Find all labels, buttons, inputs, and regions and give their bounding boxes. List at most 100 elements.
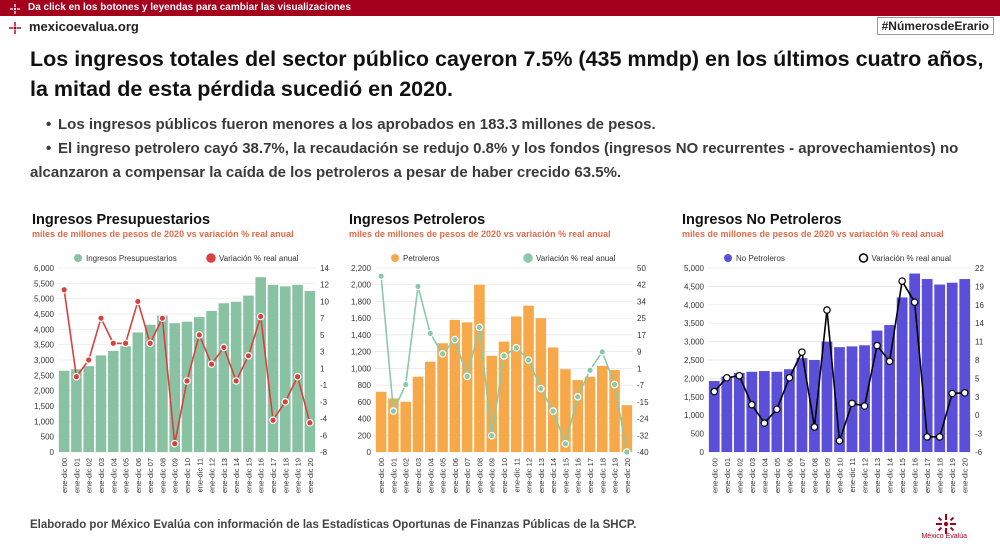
x-tick-label: ene-dic 03 xyxy=(748,458,757,493)
legend-marker xyxy=(858,253,869,263)
legend-marker xyxy=(391,254,399,262)
x-tick-label: ene-dic 08 xyxy=(475,458,484,493)
bar xyxy=(267,284,279,452)
y-tick-label: 2,500 xyxy=(684,356,705,365)
x-tick-label: ene-dic 11 xyxy=(512,458,521,492)
line-point xyxy=(183,377,191,385)
bar xyxy=(169,323,180,452)
site-url[interactable]: mexicoevalua.org xyxy=(29,19,139,34)
line-point xyxy=(835,437,844,445)
y-tick-label: 0 xyxy=(367,448,372,457)
line-point xyxy=(960,389,969,397)
x-tick-label: ene-dic 18 xyxy=(598,458,607,493)
x-tick-label: ene-dic 19 xyxy=(611,458,620,493)
legend-marker xyxy=(724,254,732,262)
y-tick-label: 200 xyxy=(358,431,372,440)
line-point xyxy=(220,343,228,352)
bullet-item-continuation: alcanzaron a compensar la caída de los p… xyxy=(30,164,622,181)
line-point xyxy=(232,377,240,385)
y2-tick-label: 14 xyxy=(320,264,329,273)
bar xyxy=(946,282,958,452)
x-tick-label: ene-dic 14 xyxy=(886,458,895,493)
x-tick-label: ene-dic 14 xyxy=(232,458,241,493)
x-tick-label: ene-dic 12 xyxy=(861,458,870,493)
legend-label: No Petroleros xyxy=(736,254,785,263)
bar xyxy=(449,319,461,452)
x-tick-label: ene-dic 06 xyxy=(134,458,143,493)
line-point xyxy=(158,314,167,322)
line-point xyxy=(773,405,781,414)
y-tick-label: 2,000 xyxy=(684,374,705,383)
y-tick-label: 5,500 xyxy=(34,279,55,288)
x-tick-label: ene-dic 08 xyxy=(810,458,819,493)
y2-tick-label: 17 xyxy=(637,331,646,340)
y2-tick-label: 25 xyxy=(637,314,646,323)
bar xyxy=(560,369,571,452)
line-point xyxy=(244,352,253,360)
legend-label: Petroleros xyxy=(403,254,439,263)
y-tick-label: 2,000 xyxy=(351,281,372,290)
x-tick-label: ene-dic 08 xyxy=(158,458,167,493)
line-point xyxy=(586,366,594,375)
x-tick-label: ene-dic 20 xyxy=(623,458,632,493)
bar xyxy=(498,341,510,452)
x-tick-label: ene-dic 06 xyxy=(785,458,794,493)
line-point xyxy=(269,416,277,425)
x-tick-label: ene-dic 03 xyxy=(414,458,423,493)
line-point xyxy=(84,356,93,364)
bar xyxy=(83,366,94,452)
x-tick-label: ene-dic 20 xyxy=(961,458,970,493)
y-tick-label: 1,000 xyxy=(684,411,705,420)
x-tick-label: ene-dic 09 xyxy=(823,458,832,493)
line-point xyxy=(710,387,719,396)
y2-tick-label: 9 xyxy=(637,348,642,357)
x-tick-label: ene-dic 07 xyxy=(463,458,472,493)
line-point xyxy=(610,380,619,389)
y-tick-label: 5,000 xyxy=(34,295,55,304)
y2-tick-label: 7 xyxy=(320,314,325,323)
x-tick-label: ene-dic 10 xyxy=(836,458,845,493)
bar xyxy=(304,291,316,452)
y-tick-label: 3,000 xyxy=(34,356,55,365)
bar xyxy=(523,305,534,452)
x-tick-label: ene-dic 04 xyxy=(760,458,769,493)
line-point xyxy=(60,285,68,294)
headline: Los ingresos totales del sector público … xyxy=(30,47,984,101)
bar xyxy=(511,316,522,452)
y-tick-label: 1,500 xyxy=(34,402,55,411)
y-tick-label: 400 xyxy=(358,415,372,424)
line-point xyxy=(537,384,545,393)
y2-tick-label: 1 xyxy=(637,364,642,373)
y2-tick-label: 0 xyxy=(975,411,980,420)
y2-tick-label: -1 xyxy=(320,381,328,390)
line-point xyxy=(134,297,142,306)
x-tick-label: ene-dic 15 xyxy=(561,458,570,493)
x-tick-label: ene-dic 14 xyxy=(549,458,558,493)
y-tick-label: 1,600 xyxy=(351,314,372,323)
bar xyxy=(708,380,720,452)
x-tick-label: ene-dic 10 xyxy=(183,458,192,493)
bar xyxy=(796,358,808,452)
y2-tick-label: -40 xyxy=(637,448,649,457)
x-tick-label: ene-dic 00 xyxy=(60,458,69,493)
y2-tick-label: -7 xyxy=(637,381,645,390)
y2-tick-label: -6 xyxy=(320,431,328,440)
bar xyxy=(721,376,733,452)
y2-tick-label: -4 xyxy=(320,415,328,424)
y2-tick-label: 22 xyxy=(975,264,984,273)
y2-tick-label: 12 xyxy=(320,281,329,290)
x-tick-label: ene-dic 07 xyxy=(798,458,807,493)
y-tick-label: 2,000 xyxy=(34,387,55,396)
y2-tick-label: 5 xyxy=(320,331,325,340)
bar xyxy=(474,284,485,452)
logo-text: México Evalúa xyxy=(921,533,967,540)
bar xyxy=(280,286,291,452)
y-tick-label: 600 xyxy=(358,398,372,407)
x-tick-label: ene-dic 01 xyxy=(723,458,732,493)
bar xyxy=(547,347,559,452)
x-tick-label: ene-dic 19 xyxy=(294,458,303,493)
x-tick-label: ene-dic 13 xyxy=(873,458,882,493)
y2-tick-label: 10 xyxy=(320,297,329,306)
